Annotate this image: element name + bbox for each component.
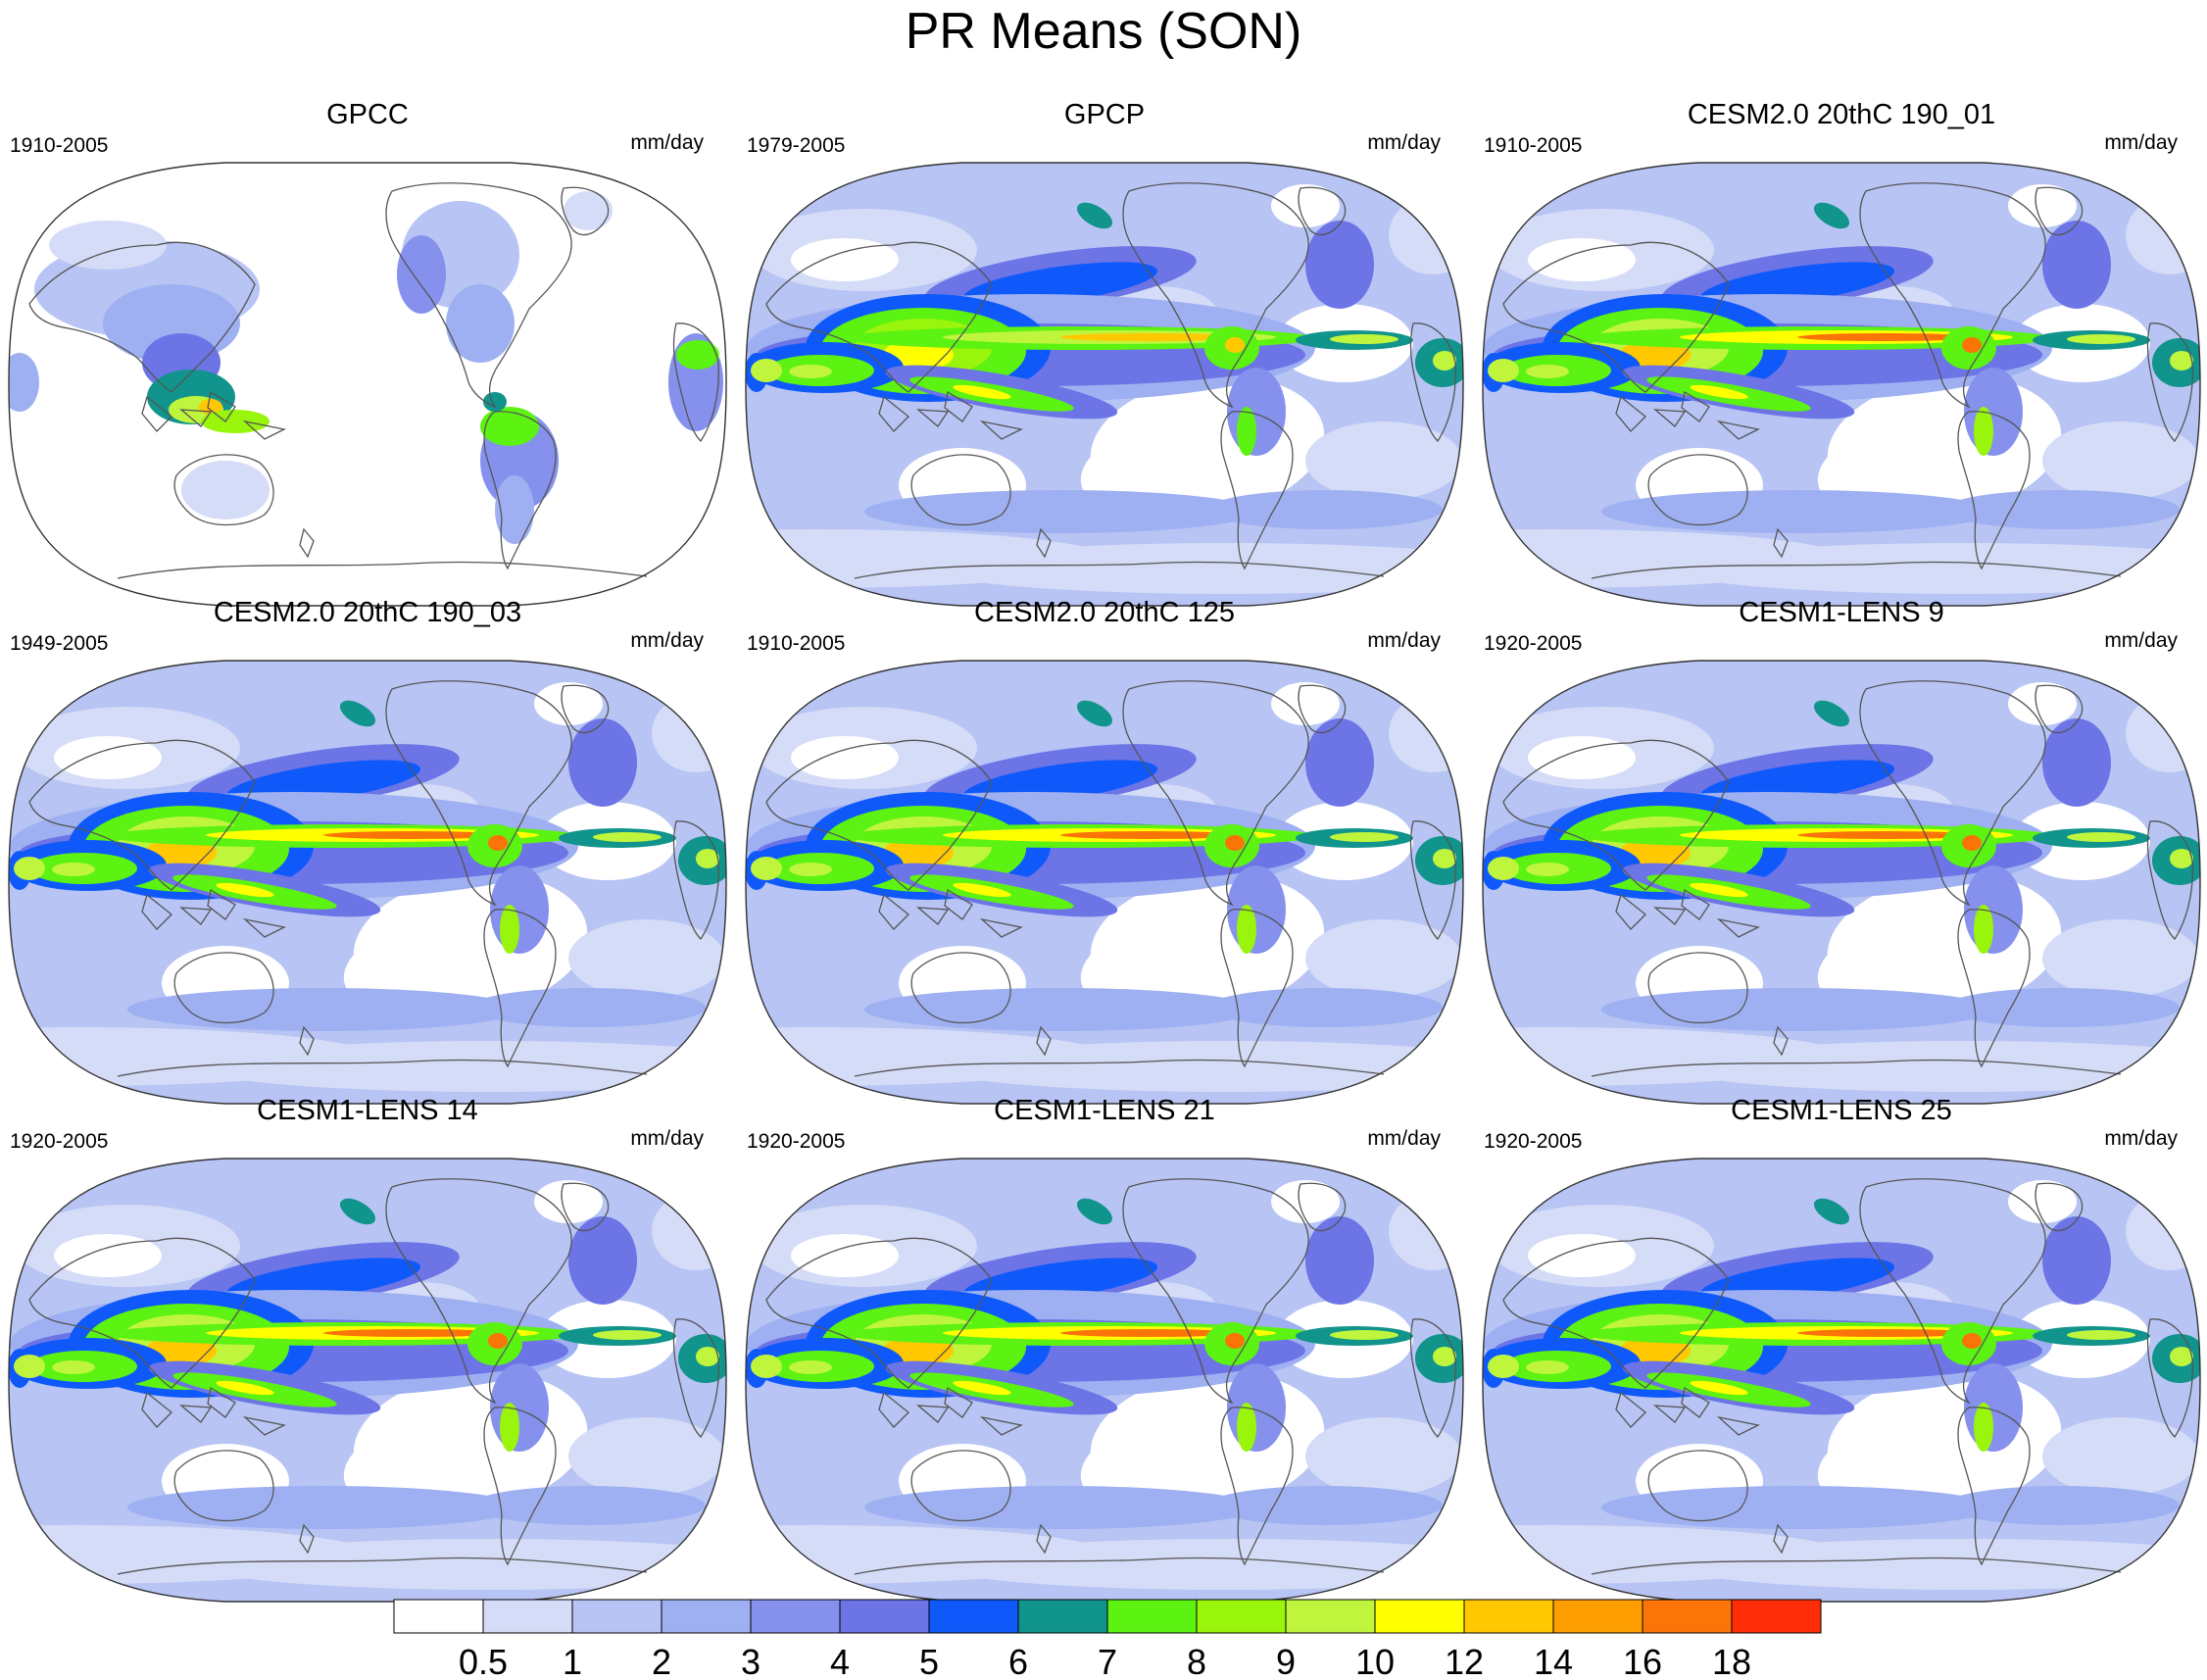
colorbar-label: 7 xyxy=(1098,1642,1117,1680)
map-panel: CESM1-LENS 14 1920-2005 mm/day xyxy=(0,1094,735,1603)
map-panel: CESM1-LENS 25 1920-2005 mm/day xyxy=(1474,1094,2207,1603)
colorbar-label: 4 xyxy=(830,1642,850,1680)
colorbar-label: 10 xyxy=(1355,1642,1395,1680)
colorbar-label: 0.5 xyxy=(459,1642,508,1680)
precip-map xyxy=(745,660,1464,1105)
colorbar-label: 8 xyxy=(1187,1642,1206,1680)
panel-period: 1910-2005 xyxy=(10,134,109,157)
map-panel: CESM1-LENS 9 1920-2005 mm/day xyxy=(1474,596,2207,1105)
colorbar-label: 6 xyxy=(1008,1642,1028,1680)
panel-period: 1920-2005 xyxy=(747,1130,846,1153)
panel-period: 1920-2005 xyxy=(1484,632,1583,655)
panel-period: 1920-2005 xyxy=(1484,1130,1583,1153)
precip-map xyxy=(1482,1158,2201,1603)
panel-period: 1979-2005 xyxy=(747,134,846,157)
precip-map xyxy=(8,1158,727,1603)
colorbar-label: 1 xyxy=(563,1642,582,1680)
colorbar-label: 12 xyxy=(1445,1642,1484,1680)
panel-title: CESM1-LENS 9 xyxy=(1739,597,1944,628)
precip-map xyxy=(1482,162,2201,607)
panel-period: 1910-2005 xyxy=(1484,134,1583,157)
map-panel: GPCC 1910-2005 mm/day xyxy=(0,98,735,607)
panel-title: CESM1-LENS 14 xyxy=(257,1095,478,1126)
panel-period: 1910-2005 xyxy=(747,632,846,655)
panel-units: mm/day xyxy=(630,1127,704,1150)
colorbar-label: 2 xyxy=(652,1642,671,1680)
map-panel: CESM2.0 20thC 190_01 1910-2005 mm/day xyxy=(1474,98,2207,607)
panel-title: CESM1-LENS 25 xyxy=(1731,1095,1952,1126)
panel-title: CESM2.0 20thC 190_01 xyxy=(1687,99,1996,130)
map-panel: CESM1-LENS 21 1920-2005 mm/day xyxy=(737,1094,1472,1603)
panel-units: mm/day xyxy=(1367,131,1441,154)
colorbar-label: 14 xyxy=(1534,1642,1573,1680)
panel-units: mm/day xyxy=(630,131,704,154)
panel-units: mm/day xyxy=(630,629,704,652)
figure-title: PR Means (SON) xyxy=(905,3,1302,60)
panel-title: CESM1-LENS 21 xyxy=(994,1095,1215,1126)
precip-map xyxy=(1482,660,2201,1105)
panel-units: mm/day xyxy=(2104,131,2178,154)
colorbar-label: 5 xyxy=(919,1642,939,1680)
panel-units: mm/day xyxy=(2104,629,2178,652)
map-panel: GPCP 1979-2005 mm/day xyxy=(737,98,1472,607)
precip-map xyxy=(745,1158,1464,1603)
colorbar-label: 3 xyxy=(741,1642,760,1680)
panel-title: GPCP xyxy=(1063,99,1146,130)
panel-title: CESM2.0 20thC 125 xyxy=(974,597,1235,628)
precip-map xyxy=(8,660,727,1105)
colorbar-label: 9 xyxy=(1276,1642,1296,1680)
panel-period: 1920-2005 xyxy=(10,1130,109,1153)
precip-map xyxy=(8,162,727,607)
colorbar-label: 18 xyxy=(1712,1642,1751,1680)
panel-units: mm/day xyxy=(1367,1127,1441,1150)
map-panel: CESM2.0 20thC 125 1910-2005 mm/day xyxy=(737,596,1472,1105)
panel-units: mm/day xyxy=(2104,1127,2178,1150)
panel-period: 1949-2005 xyxy=(10,632,109,655)
map-panel: CESM2.0 20thC 190_03 1949-2005 mm/day xyxy=(0,596,735,1105)
panel-units: mm/day xyxy=(1367,629,1441,652)
precip-map xyxy=(745,162,1464,607)
panel-title: CESM2.0 20thC 190_03 xyxy=(213,597,522,628)
panel-title: GPCC xyxy=(326,99,409,130)
colorbar-label: 16 xyxy=(1623,1642,1662,1680)
